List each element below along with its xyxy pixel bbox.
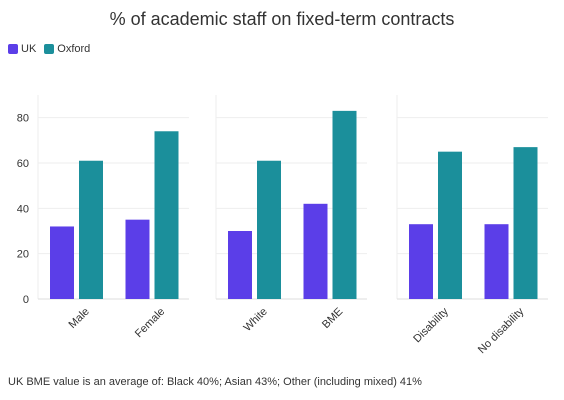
bar-oxford	[79, 160, 103, 299]
x-tick-label: White	[241, 306, 269, 334]
bar-uk	[228, 231, 252, 299]
bar-oxford	[154, 131, 179, 299]
bar-uk	[303, 203, 328, 299]
x-tick-label: Disability	[411, 305, 451, 345]
x-tick-label: BME	[320, 306, 345, 331]
legend-label-oxford: Oxford	[57, 43, 91, 55]
legend-label-uk: UK	[21, 43, 37, 55]
y-tick-label: 40	[17, 203, 29, 215]
legend-item-oxford[interactable]: Oxford	[44, 43, 90, 55]
x-tick-label: Female	[133, 306, 167, 340]
x-tick-label: No disability	[476, 305, 527, 356]
bar-uk	[409, 224, 433, 299]
chart-title: % of academic staff on fixed-term contra…	[109, 9, 455, 29]
bar-uk	[125, 219, 150, 299]
y-tick-label: 20	[17, 249, 29, 261]
bar-oxford	[332, 110, 357, 299]
legend-swatch-uk	[8, 44, 18, 54]
y-tick-label: 60	[17, 158, 29, 170]
bar-oxford	[257, 160, 281, 299]
legend-swatch-oxford	[44, 44, 55, 54]
bar-oxford	[513, 147, 538, 299]
bar-uk	[484, 224, 509, 299]
bar-uk	[50, 226, 74, 299]
legend-item-uk[interactable]: UK	[8, 43, 36, 55]
y-tick-label: 0	[23, 294, 29, 306]
bar-oxford	[438, 151, 462, 299]
y-tick-label: 80	[17, 113, 29, 125]
x-tick-label: Male	[67, 306, 92, 331]
footnote: UK BME value is an average of: Black 40%…	[8, 376, 422, 388]
legend: UK Oxford	[8, 43, 98, 55]
